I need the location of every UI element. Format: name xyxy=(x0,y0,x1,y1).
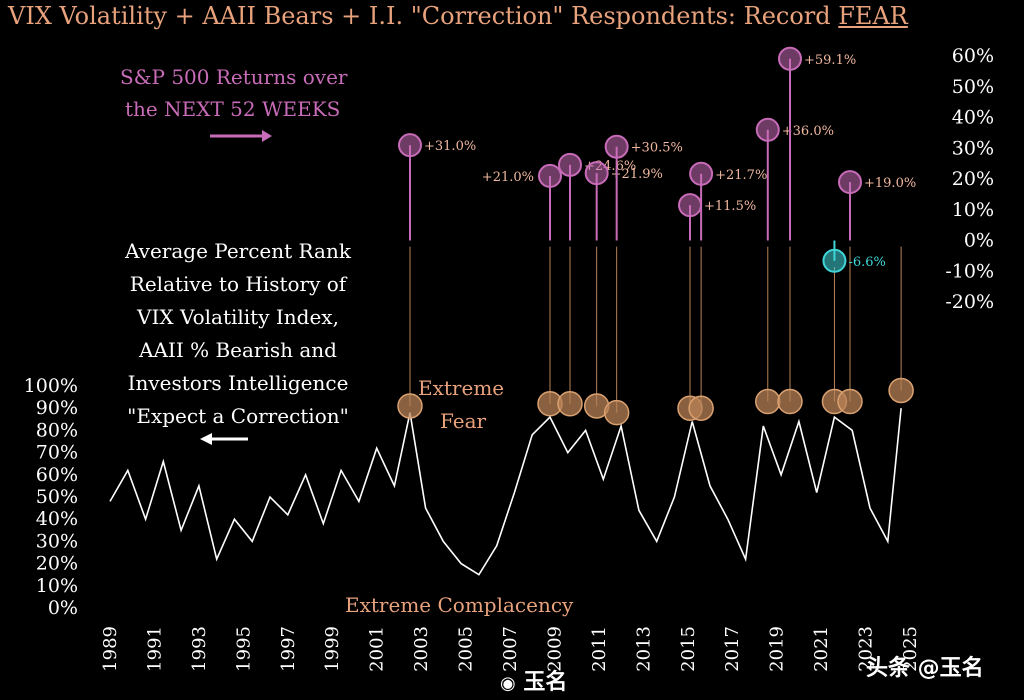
return-marker xyxy=(778,46,802,71)
x-tick-label: 2001 xyxy=(367,626,388,672)
x-tick-label: 1993 xyxy=(189,626,210,672)
return-label: +30.5% xyxy=(631,141,683,156)
return-marker xyxy=(838,170,862,195)
x-tick-label: 2019 xyxy=(767,626,788,672)
extreme-complacency-label: Extreme Complacency xyxy=(345,593,574,617)
left-tick-label: 20% xyxy=(36,553,78,575)
return-marker xyxy=(755,117,780,142)
right-tick-label: 0% xyxy=(964,230,994,252)
return-label: +21.7% xyxy=(715,168,767,183)
extreme-fear-line1: Extreme xyxy=(418,376,504,400)
return-label: -6.6% xyxy=(848,255,885,270)
weibo-watermark: ◉ 玉名 xyxy=(500,664,567,696)
left-tick-label: 40% xyxy=(36,508,78,530)
right-arrow-icon xyxy=(210,130,272,142)
x-tick-label: 1991 xyxy=(144,626,165,672)
left-tick-label: 90% xyxy=(36,397,78,419)
left-tick-label: 80% xyxy=(36,419,78,441)
fear-marker xyxy=(755,388,781,415)
x-tick-label: 2007 xyxy=(500,626,521,672)
returns-label-line2: the NEXT 52 WEEKS xyxy=(125,97,340,121)
return-label: +21.0% xyxy=(482,170,534,185)
left-tick-label: 0% xyxy=(48,597,78,619)
x-tick-label: 2017 xyxy=(722,626,743,672)
return-marker xyxy=(398,133,422,158)
rank-label: Average Percent Rank Relative to History … xyxy=(124,239,352,428)
fear-marker xyxy=(888,377,914,404)
left-tick-label: 30% xyxy=(36,530,78,552)
return-marker xyxy=(538,163,562,188)
left-arrow-icon xyxy=(200,433,248,445)
fear-connectors xyxy=(409,246,902,413)
rank-label-line: VIX Volatility Index, xyxy=(136,305,339,329)
return-marker xyxy=(558,152,582,177)
fear-markers xyxy=(397,377,914,426)
return-marker xyxy=(822,248,847,273)
rank-label-line: Relative to History of xyxy=(130,272,348,296)
return-label: +36.0% xyxy=(782,124,834,139)
fear-marker xyxy=(837,388,863,415)
rank-series xyxy=(109,408,902,576)
weibo-logo-icon: ◉ xyxy=(500,673,516,694)
right-tick-label: 40% xyxy=(952,107,994,129)
right-tick-label: 20% xyxy=(952,168,994,190)
return-marker xyxy=(678,193,702,218)
right-tick-label: 50% xyxy=(952,76,994,98)
left-tick-label: 10% xyxy=(36,575,78,597)
x-tick-label: 2025 xyxy=(900,626,921,672)
return-label: +31.0% xyxy=(424,139,476,154)
return-label: +21.9% xyxy=(611,167,663,182)
x-tick-label: 1989 xyxy=(100,626,121,672)
x-tick-label: 1999 xyxy=(322,626,343,672)
return-label: +19.0% xyxy=(864,176,916,191)
x-axis: 1989 1991 1993 1995 1997 1999 2001 2003 2005 2007… xyxy=(100,626,921,672)
x-tick-label: 2003 xyxy=(411,626,432,672)
rank-label-line: "Expect a Correction" xyxy=(127,404,349,428)
x-tick-label: 2023 xyxy=(856,626,877,672)
return-label: +59.1% xyxy=(804,53,856,68)
weibo-watermark-text: 玉名 xyxy=(523,670,568,695)
x-tick-label: 1995 xyxy=(233,626,254,672)
fear-marker xyxy=(557,391,583,417)
fear-marker xyxy=(688,395,714,421)
left-tick-label: 60% xyxy=(36,464,78,486)
left-tick-label: 100% xyxy=(24,375,78,397)
fear-marker xyxy=(777,388,803,415)
rank-label-line: Investors Intelligence xyxy=(128,371,349,395)
right-axis: 60% 50% 40% 30% 20% 10% 0% -10% -20% xyxy=(945,45,994,313)
x-tick-label: 2021 xyxy=(811,626,832,672)
right-tick-label: 30% xyxy=(952,137,994,159)
return-marker xyxy=(689,161,714,186)
right-tick-label: 10% xyxy=(952,199,994,221)
left-tick-label: 70% xyxy=(36,442,78,464)
rank-label-line: Average Percent Rank xyxy=(124,239,352,263)
return-marker xyxy=(584,161,609,186)
chart-title: VIX Volatility + AAII Bears + I.I. "Corr… xyxy=(8,2,908,30)
chart-title-fear: FEAR xyxy=(838,2,908,30)
right-tick-label: 60% xyxy=(952,45,994,67)
right-tick-label: -10% xyxy=(945,260,994,282)
returns-label-line1: S&P 500 Returns over xyxy=(120,65,348,89)
return-marker xyxy=(604,134,629,159)
x-tick-label: 2009 xyxy=(544,626,565,672)
fear-marker xyxy=(603,399,630,426)
rank-label-line: AAII % Bearish and xyxy=(138,338,337,362)
fear-marker xyxy=(397,393,423,419)
chart-title-text: VIX Volatility + AAII Bears + I.I. "Corr… xyxy=(8,2,839,30)
x-tick-label: 1997 xyxy=(278,626,299,672)
returns-series: +31.0%+21.0%+24.6%+21.9%+30.5%+11.5%+21.… xyxy=(398,46,916,273)
right-tick-label: -20% xyxy=(945,291,994,313)
x-tick-label: 2013 xyxy=(633,626,654,672)
x-tick-label: 2011 xyxy=(589,626,610,672)
x-tick-label: 2015 xyxy=(678,626,699,672)
left-tick-label: 50% xyxy=(36,486,78,508)
toutiao-watermark: 头条 @玉名 xyxy=(866,656,984,681)
rank-line xyxy=(109,408,902,576)
extreme-fear-line2: Fear xyxy=(440,409,487,433)
x-tick-label: 2005 xyxy=(456,626,477,672)
return-label: +11.5% xyxy=(704,199,756,214)
left-axis: 100%90%80%70%60%50%40%30%20%10%0% xyxy=(24,375,78,619)
